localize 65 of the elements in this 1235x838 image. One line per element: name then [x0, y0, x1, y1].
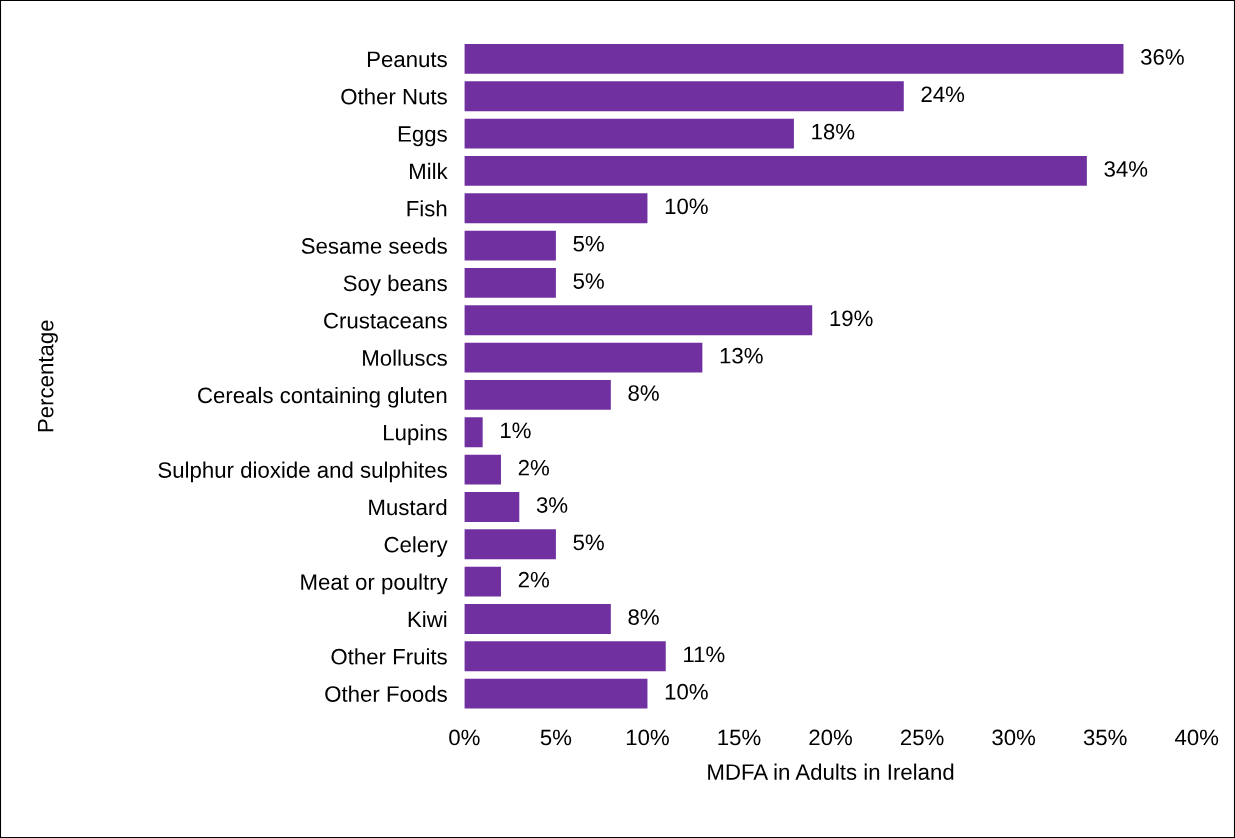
y-tick-label: Fish — [407, 200, 447, 217]
y-tick-label: Other Foods — [325, 685, 447, 702]
y-tick-label: Meat or poultry — [301, 573, 448, 595]
data-label: 10% — [665, 198, 708, 215]
y-tick-label: Mustard — [369, 498, 447, 516]
y-tick-label: Milk — [410, 162, 448, 179]
data-label: 34% — [1104, 161, 1148, 177]
x-tick-label: 35% — [1083, 729, 1127, 746]
x-tick-label: 40% — [1174, 729, 1219, 746]
y-tick-label: Other Fruits — [331, 648, 447, 665]
data-label: 1% — [501, 422, 531, 439]
bar — [464, 81, 904, 112]
data-label: 13% — [720, 347, 763, 364]
bar — [464, 566, 501, 597]
bar — [464, 492, 520, 522]
y-tick-label: Soy beans — [343, 274, 447, 296]
data-label: 3% — [536, 497, 568, 513]
data-label: 18% — [812, 123, 855, 140]
bar — [464, 267, 556, 298]
data-label: 5% — [573, 273, 604, 289]
data-label: 10% — [665, 683, 708, 700]
data-label: 19% — [830, 310, 873, 327]
bar — [464, 342, 703, 373]
y-tick-label: Eggs — [398, 126, 447, 147]
x-tick-label: 5% — [540, 729, 572, 746]
data-label: 5% — [573, 235, 604, 252]
bar — [464, 193, 648, 224]
y-tick-label: Sulphur dioxide and sulphites — [158, 461, 447, 483]
y-tick-label: Crustaceans — [324, 312, 447, 329]
bar — [464, 604, 611, 634]
data-label: 2% — [518, 571, 549, 588]
bar — [464, 678, 648, 709]
x-tick-label: 25% — [900, 729, 944, 746]
bar — [464, 118, 794, 149]
bar — [464, 230, 556, 261]
bar — [464, 380, 611, 410]
y-tick-label: Molluscs — [363, 349, 447, 366]
x-axis-title: MDFA in Adults in Ireland — [708, 763, 954, 780]
y-tick-label: Celery — [384, 536, 448, 557]
bar — [464, 641, 666, 672]
data-label: 36% — [1140, 49, 1184, 65]
x-tick-label: 15% — [718, 729, 761, 746]
x-tick-label: 0% — [449, 729, 480, 746]
data-label: 11% — [684, 646, 725, 663]
data-label: 8% — [628, 385, 659, 401]
data-label: 2% — [518, 459, 549, 476]
bar — [464, 417, 483, 448]
bar — [464, 43, 1124, 74]
x-tick-label: 10% — [626, 729, 669, 746]
y-tick-label: Kiwi — [408, 610, 447, 628]
bar — [464, 155, 1087, 186]
y-tick-label: Peanuts — [367, 51, 447, 68]
x-tick-label: 30% — [992, 729, 1036, 746]
data-label: 8% — [628, 609, 659, 625]
data-label: 5% — [573, 534, 604, 551]
bar — [464, 305, 813, 336]
y-tick-label: Lupins — [384, 424, 447, 445]
data-label: 24% — [921, 86, 965, 103]
bar — [464, 529, 556, 560]
y-axis-title: Percentage — [38, 320, 58, 432]
y-tick-label: Cereals containing gluten — [198, 386, 447, 408]
bar — [464, 454, 501, 485]
y-tick-label: Other Nuts — [341, 88, 447, 105]
x-tick-label: 20% — [809, 729, 852, 746]
y-tick-label: Sesame seeds — [301, 237, 447, 254]
